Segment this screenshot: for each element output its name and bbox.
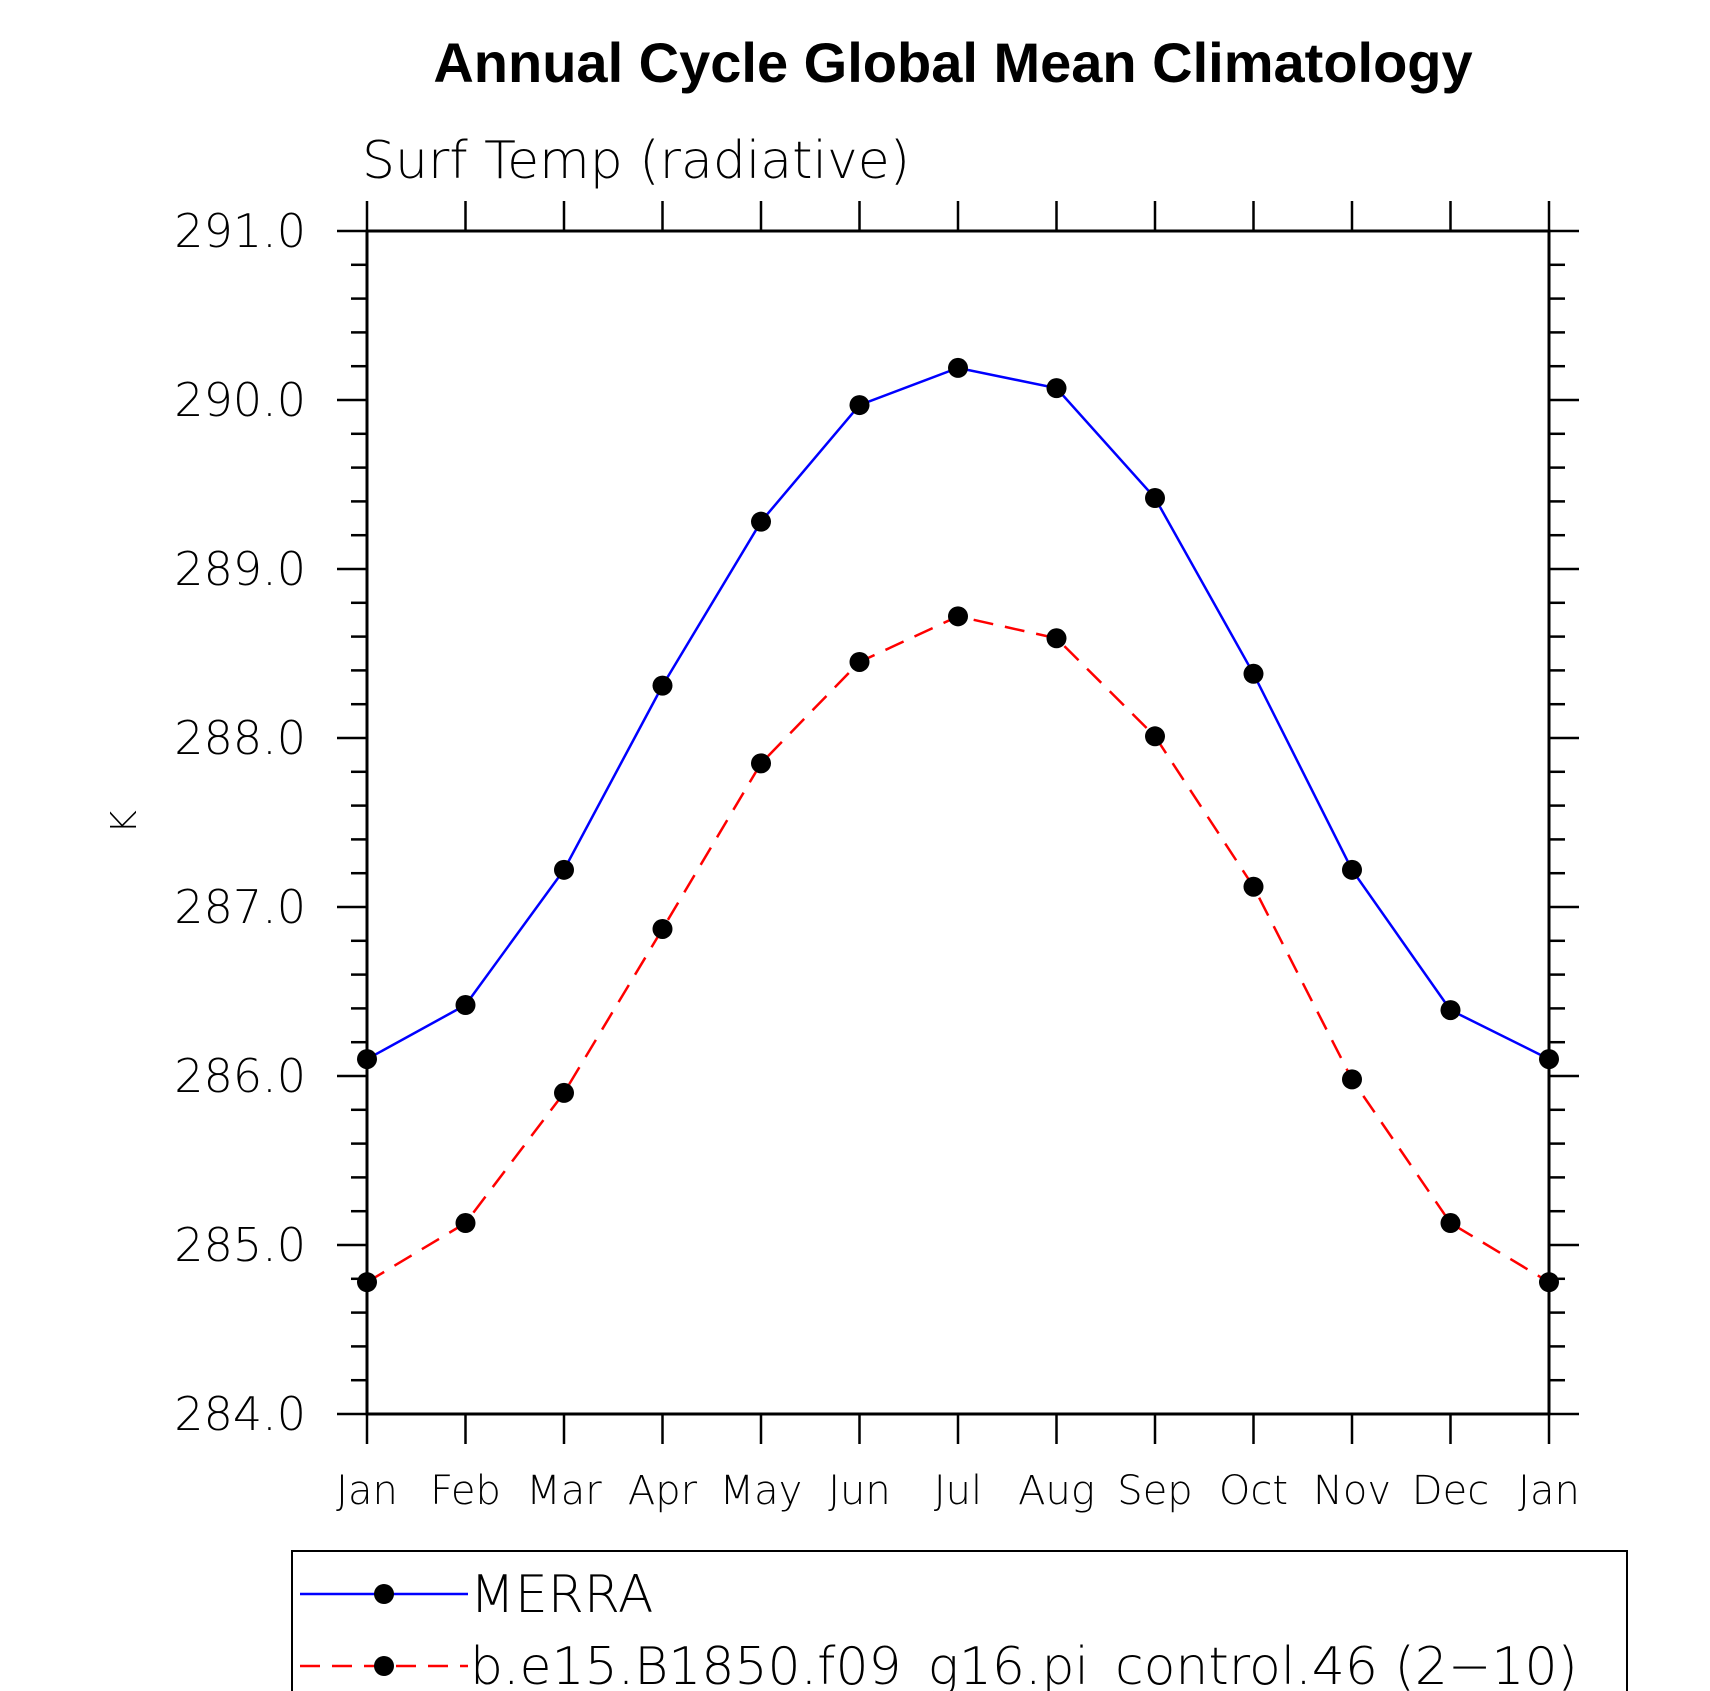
x-tick-label: Sep xyxy=(1117,1468,1192,1514)
y-tick-label: 284.0 xyxy=(174,1387,306,1441)
y-tick-label: 286.0 xyxy=(174,1049,306,1103)
y-tick-label: 291.0 xyxy=(174,204,306,258)
series-0-point xyxy=(1046,378,1067,399)
series-0-point xyxy=(1243,663,1264,684)
series-0-point xyxy=(751,511,771,532)
series-0-point xyxy=(1440,1000,1461,1021)
series-1-point xyxy=(455,1213,476,1234)
series-0-point xyxy=(1539,1049,1559,1070)
legend-box xyxy=(291,1550,1628,1691)
legend: MERRA b.e15.B1850.f09_g16.pi_control.46 … xyxy=(291,1550,1628,1691)
series-1-point xyxy=(554,1082,574,1103)
series-1-point xyxy=(751,753,771,774)
x-tick-label: Jan xyxy=(336,1468,398,1514)
series-0-point xyxy=(849,395,870,416)
series-1-point xyxy=(948,606,968,627)
series-line-0 xyxy=(366,366,1550,1061)
x-tick-label: Dec xyxy=(1412,1468,1489,1514)
series-1-point xyxy=(652,918,673,939)
plot-series xyxy=(357,357,1559,1293)
series-line-1 xyxy=(366,615,1550,1284)
x-axis: Jan Feb Mar Apr May Jun Jul Aug Sep Oct Nov Dec Jan xyxy=(336,201,1580,1514)
series-1-point xyxy=(849,651,870,672)
chart-title: Annual Cycle Global Mean Climatology xyxy=(433,31,1472,94)
series-1-point xyxy=(1243,876,1264,897)
y-tick-label: 287.0 xyxy=(174,880,306,934)
legend-label-merra: MERRA xyxy=(470,1565,653,1625)
x-tick-label: Jun xyxy=(828,1468,891,1514)
series-0-point xyxy=(948,357,968,378)
x-tick-label: Nov xyxy=(1313,1468,1391,1514)
y-tick-label: 289.0 xyxy=(174,542,306,596)
series-0-point xyxy=(652,675,673,696)
series-1-point xyxy=(1539,1272,1559,1293)
chart-subtitle: Surf Temp (radiative) xyxy=(362,131,910,191)
x-tick-label: Apr xyxy=(628,1468,698,1514)
series-0-point xyxy=(554,859,574,880)
x-tick-label: Aug xyxy=(1018,1468,1095,1514)
y-axis: 284.0 285.0 286.0 287.0 288.0 289.0 290.0 291.0 xyxy=(174,204,1579,1441)
x-tick-label: Mar xyxy=(526,1468,602,1514)
legend-label-model: b.e15.B1850.f09_g16.pi_control.46 (2−10) xyxy=(470,1637,1578,1691)
series-0-point xyxy=(357,1049,377,1070)
series-0-point xyxy=(455,995,476,1016)
y-tick-label: 290.0 xyxy=(174,373,306,427)
legend-marker-merra xyxy=(374,1584,394,1604)
series-1-point xyxy=(1046,628,1067,649)
plot-frame xyxy=(365,229,1551,1416)
legend-marker-model xyxy=(374,1656,394,1676)
series-1-point xyxy=(357,1272,377,1293)
x-tick-label: Feb xyxy=(430,1468,501,1514)
series-1-point xyxy=(1342,1069,1362,1090)
series-0-point xyxy=(1145,488,1165,509)
x-tick-label: Jan xyxy=(1518,1468,1580,1514)
series-1-point xyxy=(1145,726,1165,747)
y-tick-label: 285.0 xyxy=(174,1218,306,1272)
x-tick-label: Jul xyxy=(934,1468,982,1514)
series-0-point xyxy=(1342,859,1362,880)
x-tick-label: May xyxy=(720,1468,803,1514)
y-axis-label: K xyxy=(104,810,145,834)
series-1-point xyxy=(1440,1213,1461,1234)
y-tick-label: 288.0 xyxy=(174,711,306,765)
x-tick-label: Oct xyxy=(1219,1468,1288,1514)
